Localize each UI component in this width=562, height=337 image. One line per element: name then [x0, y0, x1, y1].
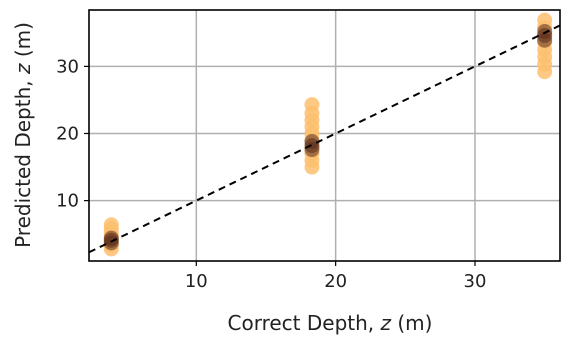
x-tick-label: 10: [185, 271, 208, 292]
x-axis-label-unit: (m): [391, 311, 432, 335]
x-tick-label: 30: [464, 271, 487, 292]
y-axis-label: Predicted Depth, z (m): [11, 22, 35, 248]
plot-frame: [88, 9, 561, 262]
data-point: [304, 134, 320, 150]
y-tick-label: 10: [56, 191, 79, 212]
y-axis-label-unit: (m): [11, 22, 35, 63]
data-point: [537, 23, 553, 39]
y-axis-label-text: Predicted Depth,: [11, 74, 35, 248]
y-axis-label-variable: z: [11, 63, 35, 75]
x-axis-label-text: Correct Depth,: [228, 311, 381, 335]
data-point: [103, 230, 119, 246]
reference-line-group: [88, 24, 561, 254]
y-tick-label: 30: [56, 56, 79, 77]
grid-lines: [89, 10, 560, 261]
axis-ticks: 10 20 30 10 20 30: [56, 56, 486, 292]
data-point: [537, 12, 553, 28]
x-tick-label: 20: [324, 271, 347, 292]
data-point: [304, 97, 320, 113]
x-axis-label-variable: z: [380, 311, 392, 335]
data-points: [103, 12, 553, 257]
x-axis-label: Correct Depth, z (m): [228, 311, 433, 335]
reference-line: [88, 24, 561, 254]
y-tick-label: 20: [56, 123, 79, 144]
data-point: [103, 217, 119, 233]
